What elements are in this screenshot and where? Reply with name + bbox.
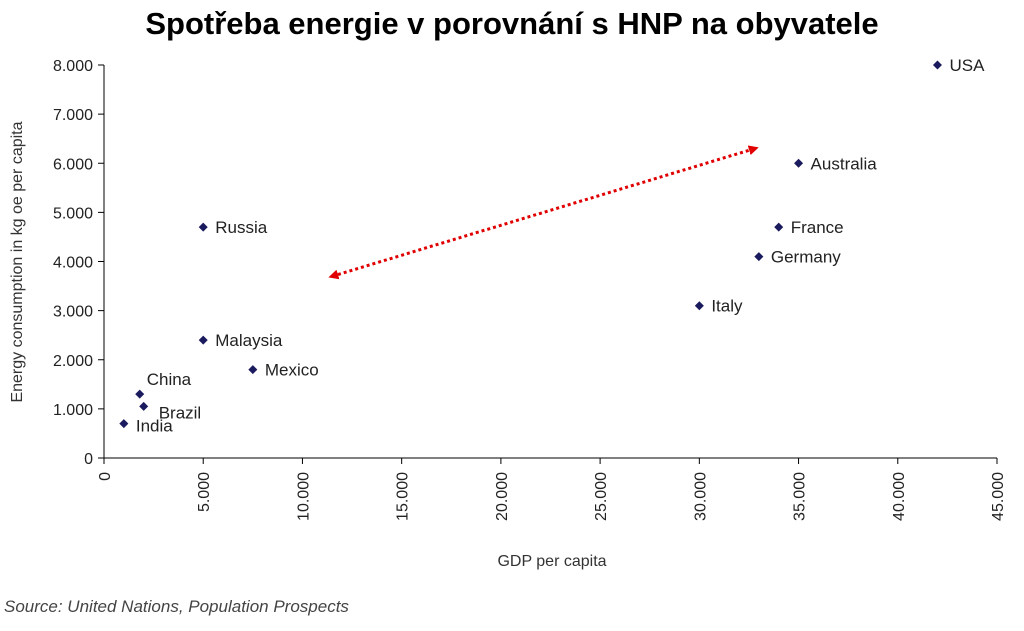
y-tick-label: 1.000 (53, 402, 93, 419)
x-axis-title: GDP per capita (497, 553, 606, 570)
point-label-brazil: Brazil (159, 403, 202, 422)
x-tick-label: 30.000 (692, 472, 709, 521)
point-label-germany: Germany (771, 248, 841, 267)
data-point-france (774, 222, 784, 232)
x-tick-label: 5.000 (196, 472, 213, 512)
data-point-germany (754, 252, 764, 262)
y-tick-label: 8.000 (53, 58, 93, 75)
y-tick-label: 5.000 (53, 205, 93, 222)
data-point-india (119, 419, 129, 429)
x-tick-label: 35.000 (792, 472, 809, 521)
x-tick-label: 0 (97, 472, 114, 481)
source-note: Source: United Nations, Population Prosp… (4, 597, 349, 616)
y-tick-label: 6.000 (53, 156, 93, 173)
data-point-brazil (139, 401, 149, 411)
x-tick-label: 15.000 (395, 472, 412, 521)
x-tick-label: 20.000 (494, 472, 511, 521)
y-tick-label: 4.000 (53, 255, 93, 272)
x-tick-label: 45.000 (990, 472, 1007, 521)
data-point-mexico (248, 365, 258, 375)
data-point-russia (198, 222, 208, 232)
point-label-malaysia: Malaysia (215, 331, 283, 350)
point-label-mexico: Mexico (265, 361, 319, 380)
point-label-usa: USA (949, 56, 985, 75)
data-point-italy (694, 301, 704, 311)
data-point-china (135, 389, 145, 399)
point-label-australia: Australia (811, 154, 878, 173)
point-label-italy: Italy (711, 297, 743, 316)
y-tick-label: 7.000 (53, 107, 93, 124)
y-axis-title: Energy consumption in kg oe per capita (9, 121, 26, 402)
chart-title: Spotřeba energie v porovnání s HNP na ob… (145, 6, 879, 41)
x-tick-label: 25.000 (593, 472, 610, 521)
double-arrow-annotation (328, 145, 759, 280)
x-tick-label: 40.000 (891, 472, 908, 521)
y-tick-label: 3.000 (53, 304, 93, 321)
point-label-india: India (136, 417, 173, 436)
y-tick-label: 2.000 (53, 353, 93, 370)
data-point-malaysia (198, 335, 208, 345)
point-label-china: China (147, 370, 192, 389)
x-tick-label: 10.000 (295, 472, 312, 521)
point-label-france: France (791, 218, 844, 237)
point-label-russia: Russia (215, 218, 268, 237)
y-tick-label: 0 (84, 451, 93, 468)
data-point-australia (794, 158, 804, 168)
data-point-usa (932, 60, 942, 70)
